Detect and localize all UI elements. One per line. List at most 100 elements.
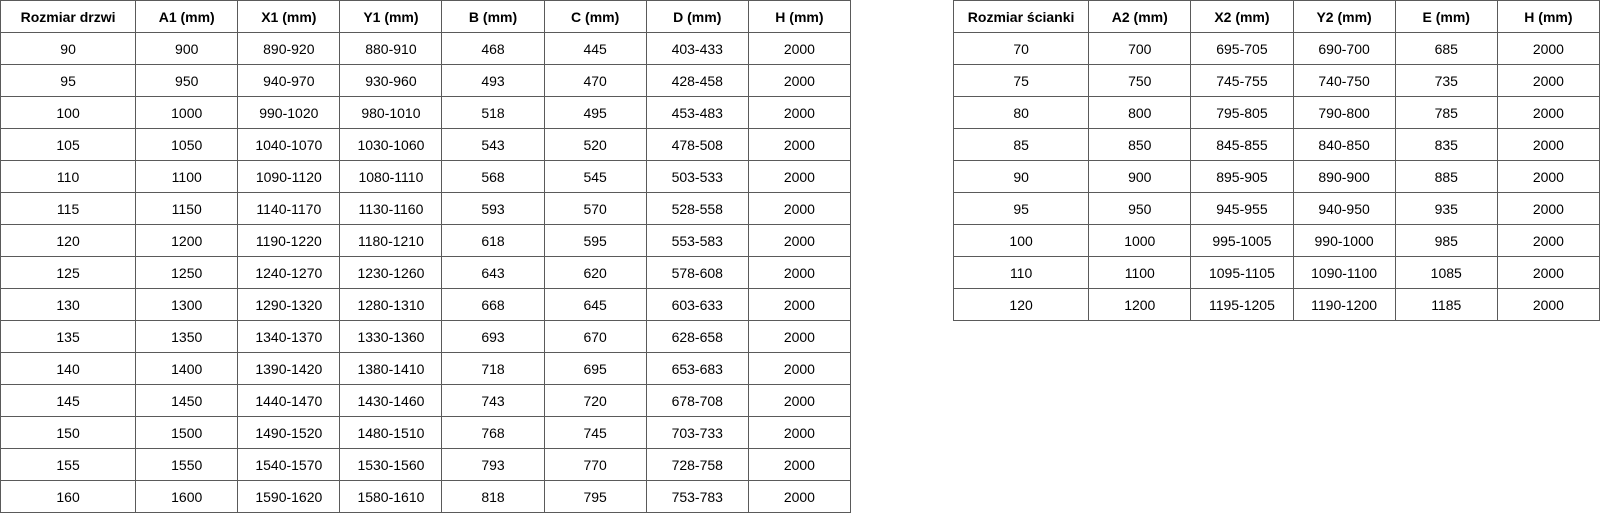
table-cell: 1040-1070 <box>237 128 341 161</box>
table-cell: 2000 <box>1496 256 1600 289</box>
table-cell: 125 <box>0 256 137 289</box>
table-cell: 1030-1060 <box>339 128 443 161</box>
table-cell: 1090-1120 <box>237 160 341 193</box>
table-cell: 940-970 <box>237 64 341 97</box>
door-dimensions-table: Rozmiar drzwi A1 (mm) X1 (mm) Y1 (mm) B (mm)… <box>0 0 852 513</box>
table-cell: 2000 <box>1496 128 1600 161</box>
table-row: 100 1000 995-1005 990-1000 985 2000 <box>952 224 1600 257</box>
table-cell: 1540-1570 <box>237 448 341 481</box>
table-cell: 1100 <box>135 160 239 193</box>
table-cell: 720 <box>543 384 647 417</box>
table-cell: 1195-1205 <box>1190 288 1294 321</box>
table-cell: 995-1005 <box>1190 224 1294 257</box>
table-cell: 2000 <box>747 416 852 449</box>
table-cell: 685 <box>1394 32 1498 65</box>
table-cell: 1240-1270 <box>237 256 341 289</box>
table-cell: 950 <box>1088 192 1192 225</box>
table-cell: 900 <box>135 32 239 65</box>
table-cell: 1450 <box>135 384 239 417</box>
table-cell: 743 <box>441 384 545 417</box>
table-cell: 690-700 <box>1292 32 1396 65</box>
table-cell: 2000 <box>747 224 852 257</box>
table-cell: 100 <box>0 96 137 129</box>
table-cell: 495 <box>543 96 647 129</box>
table-header-row: Rozmiar drzwi A1 (mm) X1 (mm) Y1 (mm) B (mm)… <box>0 0 852 33</box>
table-cell: 1550 <box>135 448 239 481</box>
table-cell: 695 <box>543 352 647 385</box>
table-cell: 2000 <box>1496 160 1600 193</box>
table-cell: 105 <box>0 128 137 161</box>
table-cell: 403-433 <box>645 32 749 65</box>
table-cell: 445 <box>543 32 647 65</box>
table-row: 115 1150 1140-1170 1130-1160 593 570 528-558 20… <box>0 192 852 225</box>
table-cell: 1440-1470 <box>237 384 341 417</box>
table-cell: 728-758 <box>645 448 749 481</box>
column-header: H (mm) <box>1496 0 1600 33</box>
table-cell: 693 <box>441 320 545 353</box>
table-row: 125 1250 1240-1270 1230-1260 643 620 578-608 20… <box>0 256 852 289</box>
column-header: Rozmiar ścianki <box>952 0 1090 33</box>
table-cell: 2000 <box>747 288 852 321</box>
table-cell: 570 <box>543 192 647 225</box>
table-row: 120 1200 1190-1220 1180-1210 618 595 553-583 20… <box>0 224 852 257</box>
table-cell: 2000 <box>1496 32 1600 65</box>
table-cell: 155 <box>0 448 137 481</box>
table-cell: 670 <box>543 320 647 353</box>
table-cell: 603-633 <box>645 288 749 321</box>
table-cell: 1150 <box>135 192 239 225</box>
column-header: X2 (mm) <box>1190 0 1294 33</box>
table-cell: 718 <box>441 352 545 385</box>
table-cell: 745 <box>543 416 647 449</box>
table-cell: 1200 <box>1088 288 1192 321</box>
table-cell: 150 <box>0 416 137 449</box>
table-cell: 653-683 <box>645 352 749 385</box>
table-row: 155 1550 1540-1570 1530-1560 793 770 728-758 20… <box>0 448 852 481</box>
column-header: Y1 (mm) <box>339 0 443 33</box>
column-header: H (mm) <box>747 0 852 33</box>
table-cell: 2000 <box>1496 288 1600 321</box>
table-cell: 890-920 <box>237 32 341 65</box>
column-header: A2 (mm) <box>1088 0 1192 33</box>
table-cell: 945-955 <box>1190 192 1294 225</box>
table-row: 160 1600 1590-1620 1580-1610 818 795 753-783 20… <box>0 480 852 513</box>
table-cell: 750 <box>1088 64 1192 97</box>
table-row: 80 800 795-805 790-800 785 2000 <box>952 96 1600 129</box>
table-cell: 110 <box>0 160 137 193</box>
table-row: 140 1400 1390-1420 1380-1410 718 695 653-683 20… <box>0 352 852 385</box>
table-cell: 793 <box>441 448 545 481</box>
table-cell: 2000 <box>747 32 852 65</box>
table-cell: 818 <box>441 480 545 513</box>
table-cell: 1490-1520 <box>237 416 341 449</box>
table-cell: 90 <box>0 32 137 65</box>
table-cell: 1090-1100 <box>1292 256 1396 289</box>
table-cell: 950 <box>135 64 239 97</box>
table-cell: 528-558 <box>645 192 749 225</box>
table-cell: 1180-1210 <box>339 224 443 257</box>
table-cell: 2000 <box>1496 64 1600 97</box>
table-cell: 643 <box>441 256 545 289</box>
table-cell: 895-905 <box>1190 160 1294 193</box>
table-cell: 785 <box>1394 96 1498 129</box>
table-cell: 1500 <box>135 416 239 449</box>
table-row: 90 900 895-905 890-900 885 2000 <box>952 160 1600 193</box>
table-cell: 930-960 <box>339 64 443 97</box>
table-cell: 628-658 <box>645 320 749 353</box>
column-header: X1 (mm) <box>237 0 341 33</box>
table-cell: 2000 <box>747 480 852 513</box>
table-row: 120 1200 1195-1205 1190-1200 1185 2000 <box>952 288 1600 321</box>
table-cell: 553-583 <box>645 224 749 257</box>
table-cell: 120 <box>0 224 137 257</box>
table-row: 150 1500 1490-1520 1480-1510 768 745 703-733 20… <box>0 416 852 449</box>
column-header: Y2 (mm) <box>1292 0 1396 33</box>
table-cell: 110 <box>952 256 1090 289</box>
table-row: 100 1000 990-1020 980-1010 518 495 453-483 2000 <box>0 96 852 129</box>
column-header: B (mm) <box>441 0 545 33</box>
table-cell: 795-805 <box>1190 96 1294 129</box>
table-cell: 95 <box>952 192 1090 225</box>
table-cell: 1190-1200 <box>1292 288 1396 321</box>
table-cell: 990-1020 <box>237 96 341 129</box>
table-cell: 160 <box>0 480 137 513</box>
table-cell: 2000 <box>747 64 852 97</box>
table-body: 90 900 890-920 880-910 468 445 403-433 2000 95 95… <box>0 32 852 513</box>
table-cell: 1430-1460 <box>339 384 443 417</box>
